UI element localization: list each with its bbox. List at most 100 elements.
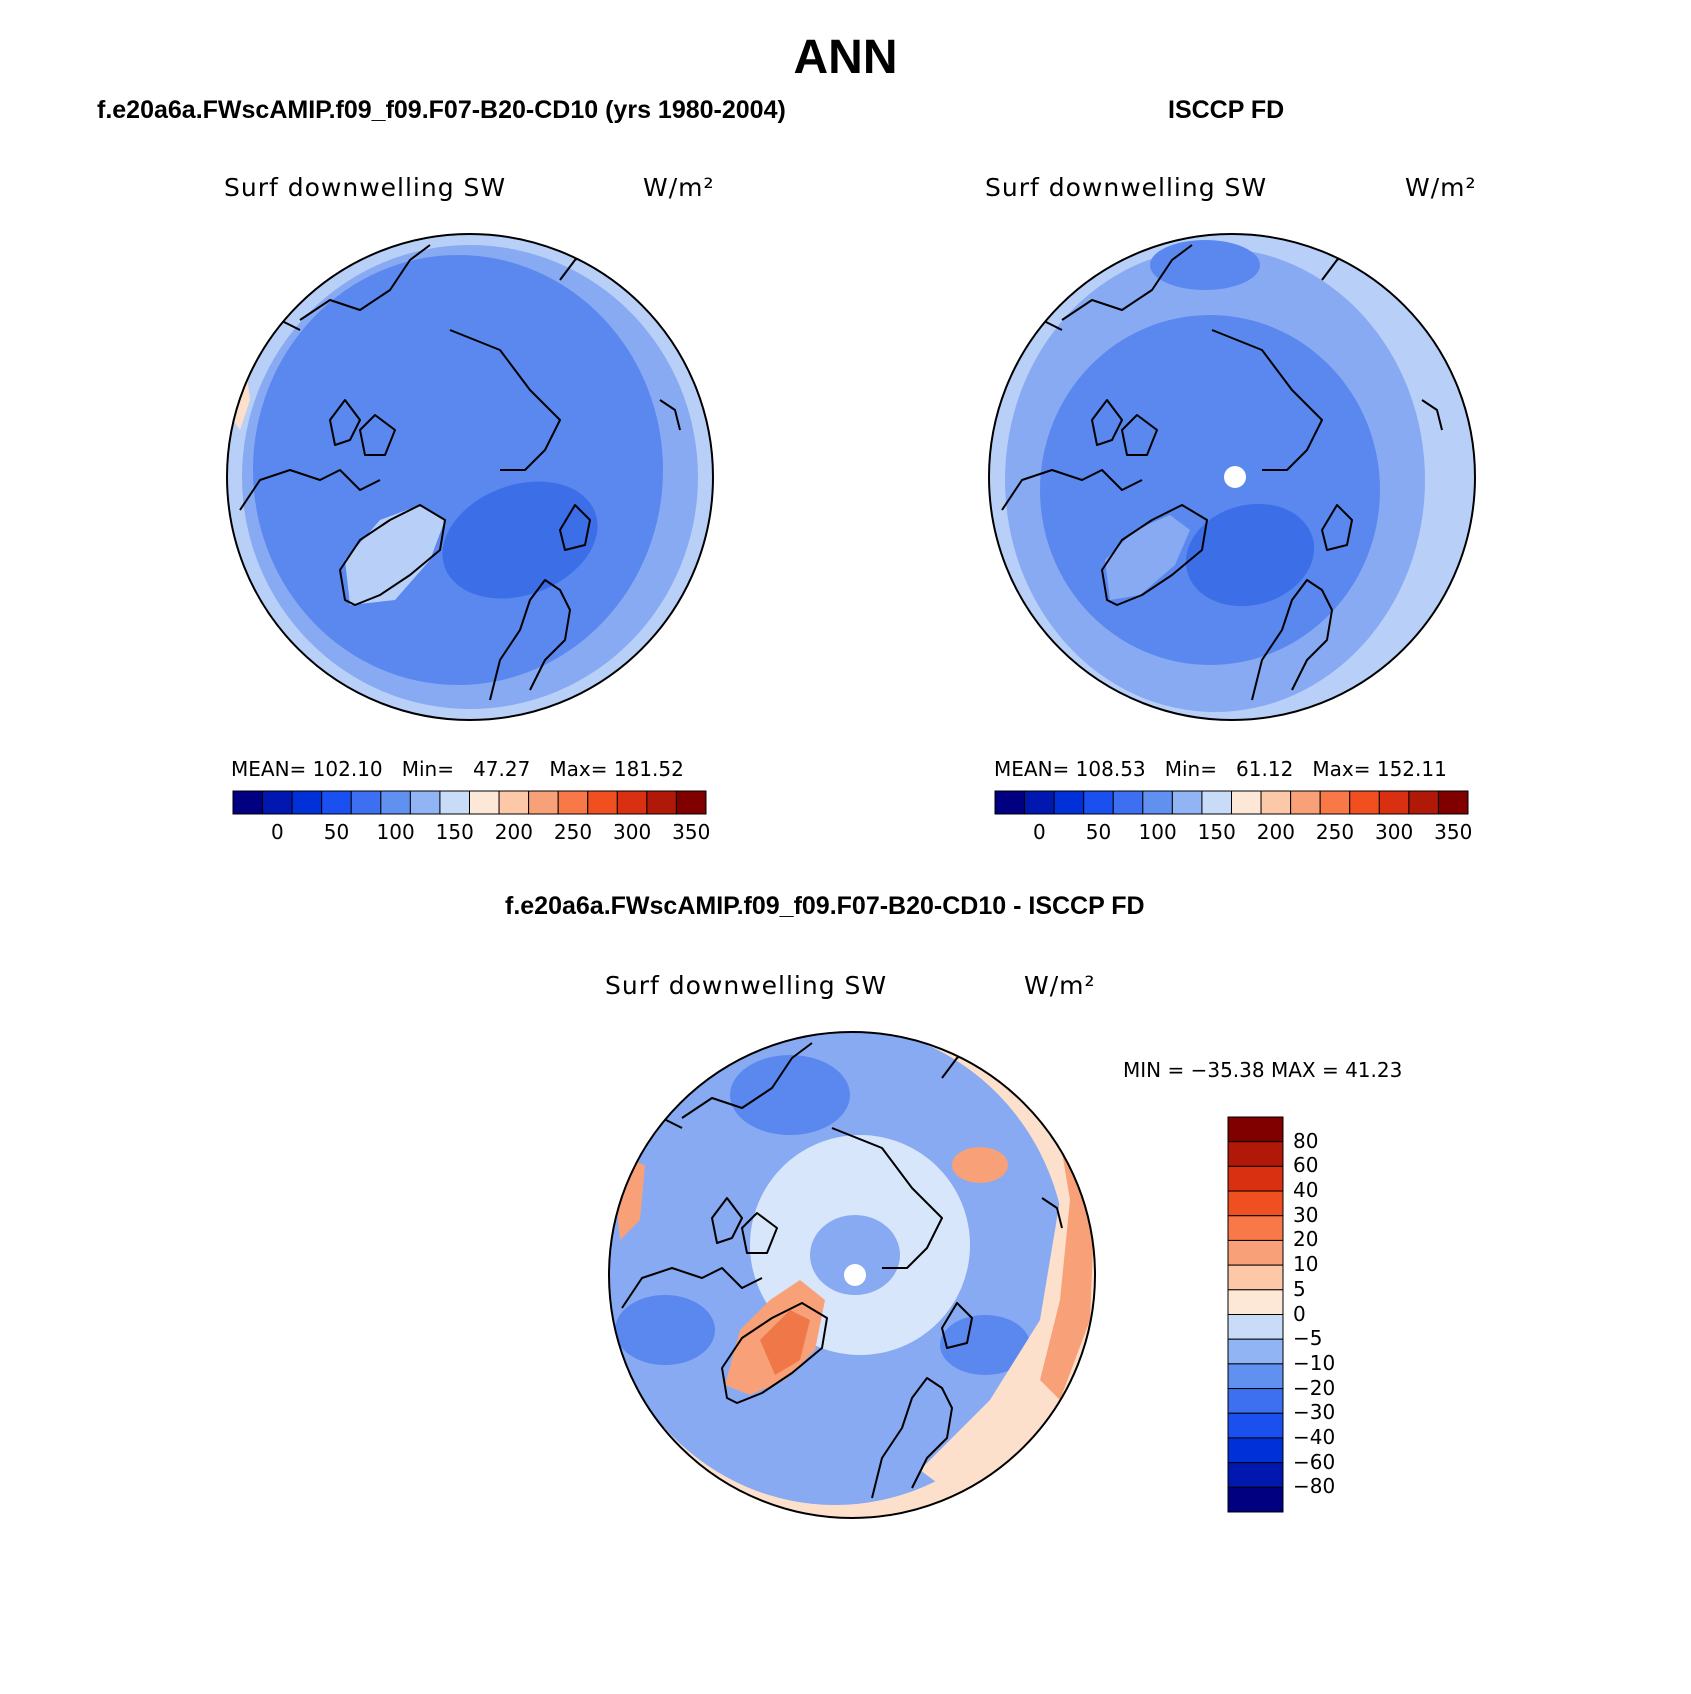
colorbar-difference-tick-label: 5	[1293, 1276, 1306, 1301]
colorbar-difference-tick-label: 60	[1293, 1153, 1319, 1178]
map3-field-neg1	[730, 1055, 850, 1135]
colorbar-model-swatch	[557, 790, 589, 815]
colorbar-difference-tick-label: −30	[1293, 1400, 1336, 1425]
colorbar-isccp-swatch	[1171, 790, 1203, 815]
panel1-title: f.e20a6a.FWscAMIP.f09_f09.F07-B20-CD10 (…	[97, 96, 786, 124]
colorbar-model-tick-label: 100	[376, 820, 415, 844]
main-title: ANN	[793, 31, 898, 84]
colorbar-isccp-tick-label: 250	[1315, 820, 1355, 844]
colorbar-isccp	[994, 790, 1469, 815]
map2-field-north	[1150, 240, 1260, 290]
colorbar-difference-tick-label: −10	[1293, 1350, 1336, 1375]
map1-border	[226, 233, 714, 721]
colorbar-isccp-swatch	[1201, 790, 1232, 815]
colorbar-difference-swatch	[1227, 1462, 1284, 1488]
colorbar-isccp-tick-label: 0	[1032, 820, 1046, 844]
colorbar-isccp-tick-label: 350	[1434, 820, 1473, 844]
map2-border	[988, 233, 1476, 721]
colorbar-model-tick-label: 300	[613, 820, 652, 844]
colorbar-isccp-tick-label: 100	[1138, 820, 1177, 844]
panel3-variable-label: Surf downwelling SW	[605, 971, 888, 1000]
colorbar-model-swatch	[232, 790, 264, 815]
colorbar-model-swatch	[498, 790, 530, 815]
colorbar-isccp-tick-label: 300	[1375, 820, 1414, 844]
colorbar-difference-tick-label: 10	[1293, 1252, 1319, 1277]
colorbar-difference-swatch	[1227, 1141, 1284, 1167]
map3-field-warm-east2	[1040, 1140, 1095, 1400]
colorbar-difference-tick-label: −40	[1293, 1424, 1336, 1449]
colorbar-model-swatch	[646, 790, 677, 815]
colorbar-model-tick-label: 0	[270, 820, 284, 844]
colorbar-difference-swatch	[1227, 1363, 1284, 1390]
panel2-title: ISCCP FD	[1168, 96, 1285, 124]
map3-border	[608, 1031, 1096, 1519]
map2-field-min	[1185, 503, 1315, 607]
colorbar-difference-tick-label: 0	[1293, 1301, 1306, 1326]
map3-greenland-core	[760, 1310, 810, 1375]
colorbar-isccp-swatch	[1290, 790, 1321, 815]
colorbar-model-swatch	[380, 790, 411, 815]
panel3-units-label: W/m²	[1024, 971, 1096, 1000]
colorbar-isccp-tick-label: 50	[1085, 820, 1112, 844]
colorbar-difference-swatch	[1227, 1289, 1284, 1315]
map3-pole-hole	[844, 1264, 866, 1286]
colorbar-difference-tick-label: −80	[1293, 1474, 1336, 1499]
panel2-variable-label: Surf downwelling SW	[985, 173, 1268, 202]
colorbar-isccp-swatch	[994, 790, 1026, 815]
colorbar-model-swatch	[350, 790, 382, 815]
map3-field-pole	[810, 1215, 900, 1295]
colorbar-difference-swatch	[1227, 1165, 1284, 1192]
colorbar-isccp-swatch	[1083, 790, 1114, 815]
colorbar-difference-swatch	[1227, 1190, 1284, 1217]
colorbar-model-swatch	[409, 790, 441, 815]
colorbar-isccp-swatch	[1349, 790, 1380, 815]
colorbar-difference-tick-label: −60	[1293, 1449, 1336, 1474]
colorbar-difference-swatch	[1227, 1264, 1284, 1291]
panel1-units-label: W/m²	[643, 173, 715, 202]
colorbar-isccp-swatch	[1319, 790, 1351, 815]
colorbar-model-swatch	[439, 790, 470, 815]
panel2-units-label: W/m²	[1405, 173, 1477, 202]
colorbar-isccp-swatch	[1437, 790, 1469, 815]
map3-field-warm-spot	[952, 1147, 1008, 1183]
colorbar-difference-swatch	[1227, 1215, 1284, 1241]
panel2-stats: MEAN= 108.53 Min= 61.12 Max= 152.11	[994, 757, 1447, 781]
colorbar-model	[232, 790, 707, 815]
colorbar-isccp-tick-label: 150	[1197, 820, 1236, 844]
colorbar-model-swatch	[675, 790, 707, 815]
map-difference	[608, 1031, 1096, 1519]
colorbar-isccp-swatch	[1142, 790, 1173, 815]
map2-field-inner	[1040, 315, 1380, 665]
map3-field-warm-east	[920, 1100, 1095, 1500]
colorbar-isccp-swatch	[1408, 790, 1439, 815]
panel1-variable-label: Surf downwelling SW	[224, 173, 507, 202]
colorbar-isccp-tick-label: 200	[1256, 820, 1295, 844]
colorbar-isccp-swatch	[1024, 790, 1055, 815]
colorbar-isccp-swatch	[1231, 790, 1262, 815]
colorbar-difference-swatch	[1227, 1239, 1284, 1266]
colorbar-model-swatch	[262, 790, 293, 815]
colorbar-model-tick-label: 200	[494, 820, 533, 844]
colorbar-isccp-swatch	[1260, 790, 1292, 815]
colorbar-model-tick-label: 50	[323, 820, 350, 844]
map2-pole-hole	[1224, 466, 1246, 488]
colorbar-isccp-swatch	[1378, 790, 1410, 815]
map1-greenland-field	[345, 505, 445, 605]
colorbar-difference-swatch	[1227, 1486, 1284, 1513]
panel1-stats: MEAN= 102.10 Min= 47.27 Max= 181.52	[231, 757, 684, 781]
map1-field-min	[442, 481, 598, 599]
colorbar-difference-swatch	[1227, 1412, 1284, 1439]
colorbar-isccp-swatch	[1112, 790, 1144, 815]
colorbar-difference-swatch	[1227, 1437, 1284, 1464]
colorbar-difference-tick-label: 40	[1293, 1178, 1319, 1203]
colorbar-difference-tick-label: −5	[1293, 1326, 1323, 1351]
colorbar-model-swatch	[587, 790, 618, 815]
colorbar-model-tick-label: 350	[672, 820, 711, 844]
map3-field-neg3	[615, 1295, 715, 1365]
panel3-title: f.e20a6a.FWscAMIP.f09_f09.F07-B20-CD10 -…	[505, 892, 1145, 920]
colorbar-model-tick-label: 150	[435, 820, 474, 844]
colorbar-difference-swatch	[1227, 1338, 1284, 1365]
map-model	[226, 233, 714, 721]
colorbar-isccp-swatch	[1053, 790, 1085, 815]
